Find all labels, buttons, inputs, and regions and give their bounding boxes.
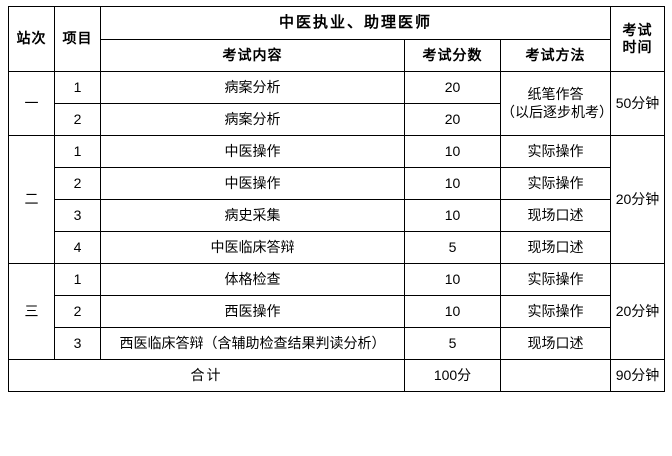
exam-content: 病案分析 (100, 71, 405, 104)
item-number: 3 (54, 199, 101, 232)
exam-content: 病案分析 (100, 103, 405, 136)
item-number: 1 (54, 71, 101, 104)
exam-method-line2: （以后逐步机考） (501, 103, 613, 120)
station-label-2: 二 (8, 135, 55, 264)
header-time: 考试 时间 (610, 6, 666, 72)
exam-score: 10 (404, 199, 501, 232)
item-number: 2 (54, 103, 101, 136)
exam-method: 纸笔作答 （以后逐步机考） (499, 71, 613, 136)
exam-schedule-table: 站次 项目 中医执业、助理医师 考试 时间 考试内容 考试分数 考试方法 一 1… (8, 6, 666, 392)
table-row: 4 中医临床答辩 5 现场口述 (9, 231, 665, 264)
exam-content: 体格检查 (100, 263, 405, 296)
header-time-line1: 考试 (622, 21, 653, 38)
station-label-1: 一 (8, 71, 55, 136)
exam-content: 中医临床答辩 (100, 231, 405, 264)
exam-method: 现场口述 (499, 231, 612, 264)
exam-method: 实际操作 (499, 135, 612, 168)
exam-content: 西医临床答辩（含辅助检查结果判读分析） (100, 327, 405, 360)
item-number: 4 (54, 231, 101, 264)
item-number: 3 (54, 327, 101, 360)
exam-method: 实际操作 (499, 263, 612, 296)
table-title: 中医执业、助理医师 (99, 6, 612, 40)
exam-method-line1: 纸笔作答 (527, 86, 584, 102)
table-row: 二 1 中医操作 10 实际操作 20分钟 (8, 135, 666, 264)
station-time-2: 20分钟 (610, 135, 666, 264)
header-content: 考试内容 (100, 39, 405, 72)
exam-score: 5 (404, 231, 501, 264)
item-number: 2 (54, 295, 101, 328)
exam-content: 中医操作 (100, 135, 405, 168)
item-number: 2 (54, 167, 101, 200)
total-label: 合计 (8, 359, 405, 392)
table-row: 2 西医操作 10 实际操作 (9, 295, 665, 328)
exam-content: 病史采集 (100, 199, 405, 232)
exam-score: 20 (404, 71, 501, 104)
table-header-row: 考试内容 考试分数 考试方法 (9, 39, 665, 72)
table-row: 3 病史采集 10 现场口述 (9, 199, 665, 232)
total-score: 100分 (404, 359, 501, 392)
exam-method: 现场口述 (499, 327, 612, 360)
exam-score: 10 (404, 135, 501, 168)
exam-score: 5 (404, 327, 501, 360)
exam-score: 10 (404, 167, 501, 200)
header-score: 考试分数 (404, 39, 501, 72)
station-time-3: 20分钟 (610, 263, 666, 360)
station-time-1: 50分钟 (610, 71, 666, 136)
table-row: 一 1 病案分析 20 纸笔作答 （以后逐步机考） 50分钟 (8, 71, 666, 136)
exam-method: 实际操作 (499, 167, 612, 200)
table-row: 3 西医临床答辩（含辅助检查结果判读分析） 5 现场口述 (9, 327, 665, 360)
total-time: 90分钟 (610, 359, 666, 392)
exam-content: 西医操作 (100, 295, 405, 328)
station-label-3: 三 (8, 263, 55, 360)
header-item: 项目 (54, 6, 101, 72)
total-row: 合计 100分 90分钟 (8, 359, 666, 392)
total-method (499, 359, 612, 392)
exam-score: 10 (404, 263, 501, 296)
table-row: 三 1 体格检查 10 实际操作 20分钟 (8, 263, 666, 360)
exam-score: 20 (404, 103, 501, 136)
exam-method: 现场口述 (499, 199, 612, 232)
item-number: 1 (54, 263, 101, 296)
table-row: 2 中医操作 10 实际操作 (9, 167, 665, 200)
table-title-row: 站次 项目 中医执业、助理医师 考试 时间 (8, 6, 666, 72)
exam-method: 实际操作 (499, 295, 612, 328)
exam-score: 10 (404, 295, 501, 328)
header-method: 考试方法 (499, 39, 612, 72)
header-station: 站次 (8, 6, 55, 72)
exam-content: 中医操作 (100, 167, 405, 200)
header-time-line2: 时间 (622, 39, 653, 55)
item-number: 1 (54, 135, 101, 168)
